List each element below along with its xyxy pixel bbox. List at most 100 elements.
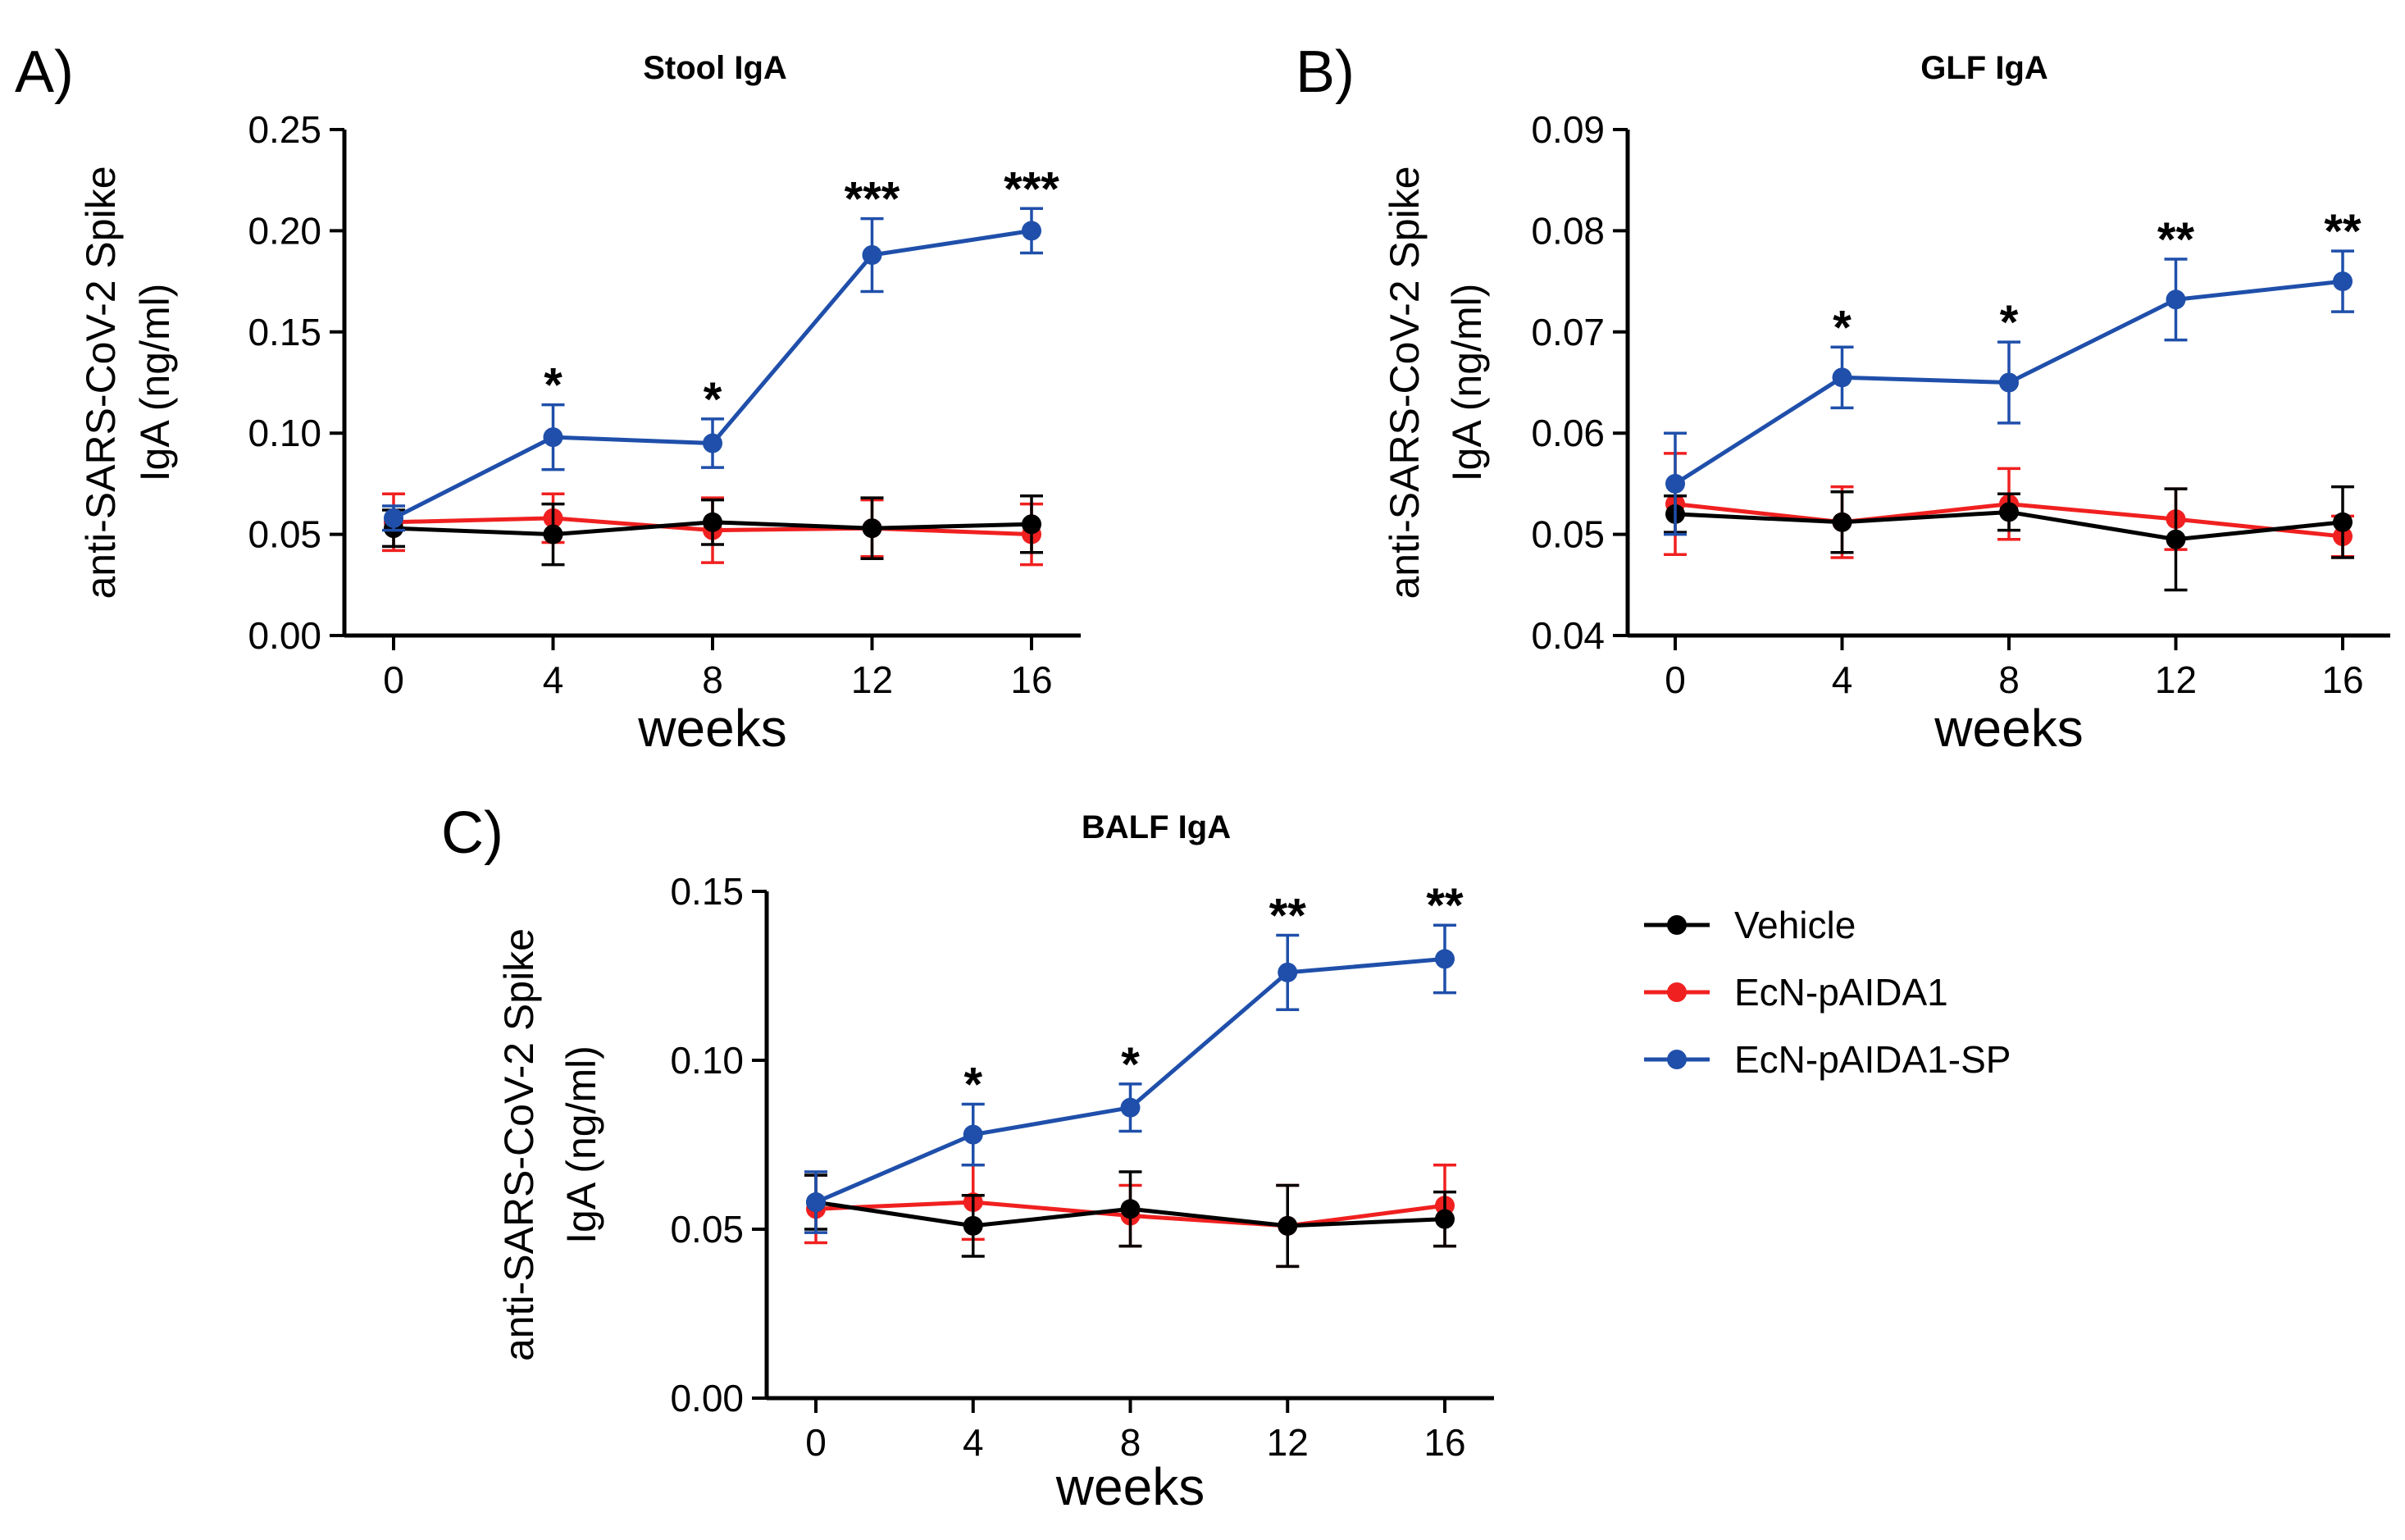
significance-marker: * [704, 373, 722, 426]
data-point [1022, 514, 1041, 535]
y-tick-label: 0.00 [670, 1377, 744, 1419]
data-point [384, 508, 403, 528]
x-tick-label: 12 [851, 658, 893, 701]
chart-panel-1: A) Stool IgA 0.00 0.05 0.10 0.15 0.20 0.25 0 4 8 12… [15, 39, 1081, 758]
chart-panel-3: C) BALF IgA 0.00 0.05 0.10 0.15 0 4 8 12 16 weeks an… [441, 800, 1494, 1516]
significance-marker: ** [1269, 890, 1307, 943]
data-point [1832, 367, 1852, 388]
y-tick-label: 0.05 [670, 1208, 744, 1251]
x-tick-label: 16 [2321, 658, 2363, 701]
data-point [2166, 289, 2186, 310]
y-tick-label: 0.00 [248, 614, 321, 657]
significance-marker: ** [2157, 213, 2195, 267]
data-point [1665, 473, 1685, 494]
x-tick-label: 4 [543, 658, 564, 701]
x-tick-label: 16 [1010, 658, 1052, 701]
y-tick-label: 0.07 [1531, 311, 1605, 353]
y-tick-label: 0.10 [670, 1039, 744, 1082]
chart-title: Stool IgA [643, 50, 787, 86]
x-tick-label: 0 [383, 658, 404, 701]
y-axis-label-line1: anti-SARS-CoV-2 Spike [78, 166, 124, 599]
x-tick-label: 12 [1267, 1421, 1309, 1464]
x-tick-label: 12 [2155, 658, 2197, 701]
series-ecn-paida1-sp [804, 923, 1456, 1234]
data-point [1022, 221, 1041, 241]
legend-label: Vehicle [1734, 904, 1856, 946]
data-point [1278, 1215, 1298, 1236]
significance-marker: *** [1004, 162, 1059, 216]
panel-label: A) [15, 39, 74, 105]
data-point [703, 433, 722, 453]
x-tick-label: 8 [1120, 1421, 1141, 1464]
data-point [963, 1124, 983, 1145]
significance-marker: * [1833, 301, 1852, 354]
data-point [1435, 949, 1455, 969]
y-tick-label: 0.10 [248, 412, 321, 454]
series-ecn-paida1-sp [1664, 249, 2354, 536]
data-point [963, 1215, 983, 1236]
data-point [862, 245, 882, 266]
x-tick-label: 4 [963, 1421, 984, 1464]
chart-panel-2: B) GLF IgA 0.04 0.05 0.06 0.07 0.08 0.09 0 4 8 12 16… [1296, 39, 2390, 758]
significance-marker: * [544, 359, 563, 412]
panel-label: B) [1296, 39, 1355, 105]
data-point [543, 524, 563, 544]
significance-marker: * [2000, 296, 2019, 349]
x-tick-label: 0 [1665, 658, 1686, 701]
significance-marker: ** [2324, 205, 2362, 258]
y-tick-label: 0.25 [248, 108, 321, 151]
data-point [543, 427, 563, 448]
y-axis-label-line1: anti-SARS-CoV-2 Spike [496, 928, 542, 1361]
data-point [2166, 529, 2186, 549]
x-tick-label: 0 [805, 1421, 827, 1464]
y-tick-label: 0.09 [1531, 108, 1605, 151]
data-point [2333, 271, 2353, 292]
legend-marker [1667, 982, 1687, 1002]
data-point [806, 1192, 826, 1213]
data-point [703, 512, 722, 532]
y-tick-label: 0.04 [1531, 614, 1605, 657]
x-axis-label: weeks [637, 699, 786, 758]
data-point [1832, 512, 1852, 532]
y-tick-label: 0.08 [1531, 209, 1605, 252]
chart-title: GLF IgA [1920, 50, 2048, 86]
legend: Vehicle EcN-pAIDA1 EcN-pAIDA1-SP [1644, 904, 2011, 1081]
y-tick-label: 0.05 [1531, 513, 1605, 556]
legend-marker [1667, 1050, 1687, 1069]
chart-title: BALF IgA [1082, 809, 1231, 845]
y-tick-label: 0.06 [1531, 412, 1605, 454]
legend-label: EcN-pAIDA1-SP [1734, 1038, 2011, 1081]
data-point [1120, 1199, 1141, 1219]
x-tick-label: 8 [1998, 658, 2020, 701]
data-point [1120, 1097, 1141, 1118]
significance-marker: * [963, 1059, 982, 1112]
x-tick-label: 4 [1832, 658, 1853, 701]
legend-marker [1667, 915, 1687, 935]
series-ecn-paida1-sp [382, 207, 1043, 532]
significance-marker: *** [845, 173, 900, 226]
x-axis-label: weeks [1055, 1457, 1205, 1516]
panel-label: C) [441, 800, 503, 866]
data-point [1435, 1209, 1455, 1229]
data-point [862, 518, 882, 539]
x-axis-label: weeks [1934, 699, 2083, 758]
data-point [2333, 512, 2353, 532]
data-point [1999, 502, 2019, 522]
x-tick-label: 16 [1423, 1421, 1465, 1464]
y-tick-label: 0.05 [248, 513, 321, 556]
data-point [1278, 962, 1298, 982]
y-tick-label: 0.15 [248, 311, 321, 353]
y-axis-label-line2: IgA (ng/ml) [132, 284, 178, 482]
y-axis-label-line1: anti-SARS-CoV-2 Spike [1382, 166, 1428, 599]
significance-marker: * [1121, 1038, 1140, 1091]
y-tick-label: 0.15 [670, 870, 744, 913]
y-axis-label-line2: IgA (ng/ml) [558, 1046, 604, 1244]
y-tick-label: 0.20 [248, 209, 321, 252]
x-tick-label: 8 [702, 658, 723, 701]
series-vehicle [804, 1170, 1456, 1269]
y-axis-label-line2: IgA (ng/ml) [1444, 284, 1490, 482]
significance-marker: ** [1426, 879, 1464, 932]
legend-label: EcN-pAIDA1 [1734, 971, 1948, 1014]
data-point [1999, 372, 2019, 393]
